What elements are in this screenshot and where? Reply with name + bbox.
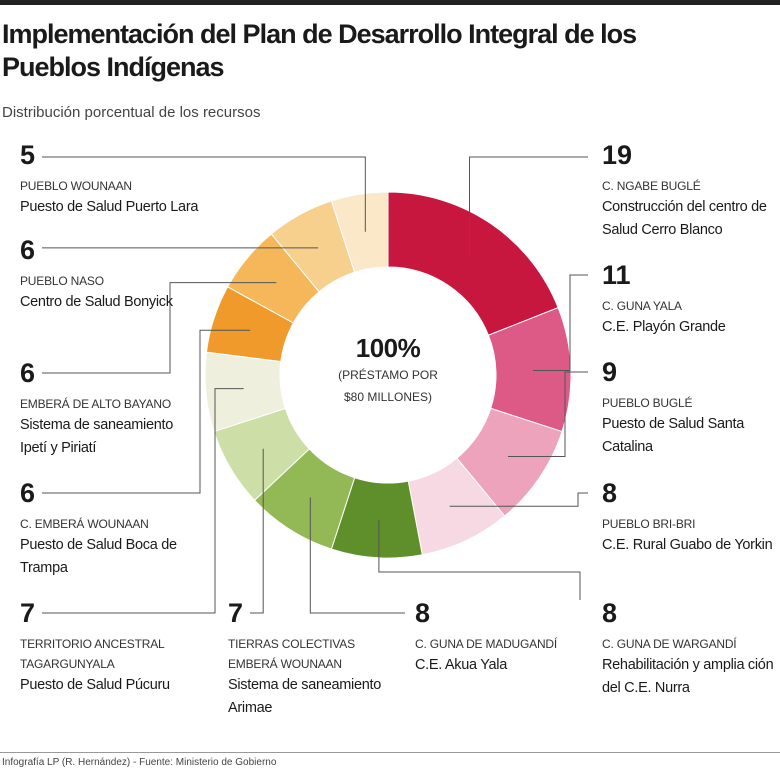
category-label: TIERRAS COLECTIVAS EMBERÁ WOUNAAN [228,637,355,671]
label-group: 8 C. GUNA DE MADUGANDÍ C.E. Akua Yala [415,598,585,677]
leader-line [469,156,588,256]
leader-line [532,274,588,371]
label-group: 8 C. GUNA DE WARGANDÍ Rehabilitación y amp… [602,598,780,700]
category-label: C. NGABE BUGLÉ [602,179,701,193]
leader-line [507,371,588,458]
description: C.E. Playón Grande [602,319,726,335]
data-label: 8 [602,478,618,508]
data-label: 11 [602,260,631,290]
center-note: (PRÉSTAMO POR $80 MILLONES) [338,368,438,404]
label-group: 6 EMBERÁ DE ALTO BAYANO Sistema de saneami… [20,358,190,460]
label-group: 7 TIERRAS COLECTIVAS EMBERÁ WOUNAAN Sistem… [228,598,403,720]
label-group: 5 PUEBLO WOUNAAN Puesto de Salud Puerto La… [20,140,220,219]
label-group: 7 TERRITORIO ANCESTRAL TAGARGUNYALA Puesto… [20,598,200,697]
leader-line [378,519,581,600]
subtitle: Distribución porcentual de los recursos [2,104,261,121]
data-label: 6 [20,478,36,508]
description: Puesto de Salud Santa Catalina [602,416,745,455]
data-label: 8 [415,598,431,628]
category-label: PUEBLO NASO [20,274,104,288]
category-label: TERRITORIO ANCESTRAL TAGARGUNYALA [20,637,165,671]
description: Sistema de saneamiento Ipetí y Piriatí [20,417,173,456]
category-label: C. GUNA YALA [602,299,682,313]
label-group: 6 PUEBLO NASO Centro de Salud Bonyick [20,235,180,314]
label-group: 8 PUEBLO BRI-BRI C.E. Rural Guabo de Yorki… [602,478,777,557]
category-label: PUEBLO WOUNAAN [20,179,132,193]
description: C.E. Rural Guabo de Yorkin [602,537,773,553]
footer: Infografía LP (R. Hernández) - Fuente: M… [2,757,277,768]
label-group: 9 PUEBLO BUGLÉ Puesto de Salud Santa Catal… [602,357,777,459]
description: Rehabilitación y amplia ción del C.E. Nu… [602,657,774,696]
leader-line [449,492,588,507]
leader-line [250,448,264,614]
label-group: 6 C. EMBERÁ WOUNAAN Puesto de Salud Boca d… [20,478,190,580]
data-label: 7 [20,598,36,628]
top-bar [0,0,780,5]
description: C.E. Akua Yala [415,657,507,673]
category-label: C. EMBERÁ WOUNAAN [20,517,149,531]
data-label: 19 [602,140,633,170]
data-label: 5 [20,140,36,170]
description: Puesto de Salud Púcuru [20,677,170,693]
donut-segment [330,191,389,273]
donut-segment [387,191,559,336]
title: Implementación del Plan de Desarrollo In… [2,19,637,82]
category-label: C. GUNA DE WARGANDÍ [602,637,737,651]
category-label: EMBERÁ DE ALTO BAYANO [20,397,171,411]
description: Sistema de saneamiento Arimae [228,677,381,716]
category-label: PUEBLO BUGLÉ [602,396,693,410]
leader-line [42,282,277,374]
leader-line [42,156,366,232]
center-label: 100% (PRÉSTAMO POR $80 MILLONES) [323,333,453,408]
description: Construcción del centro de Salud Cerro B… [602,199,767,238]
description: Puesto de Salud Puerto Lara [20,199,199,215]
data-label: 6 [20,358,36,388]
data-label: 8 [602,598,618,628]
data-label: 6 [20,235,36,265]
label-group: 19 C. NGABE BUGLÉ Construcción del centro … [602,140,777,242]
data-label: 9 [602,357,618,387]
footer-rule [0,752,780,753]
description: Puesto de Salud Boca de Trampa [20,537,177,576]
data-label: 7 [228,598,244,628]
label-group: 11 C. GUNA YALA C.E. Playón Grande [602,260,777,339]
category-label: PUEBLO BRI-BRI [602,517,696,531]
leader-line [309,497,405,614]
category-label: C. GUNA DE MADUGANDÍ [415,637,558,651]
center-value: 100% [355,333,421,363]
leader-line [42,388,244,614]
description: Centro de Salud Bonyick [20,294,173,310]
leader-line [42,329,251,494]
